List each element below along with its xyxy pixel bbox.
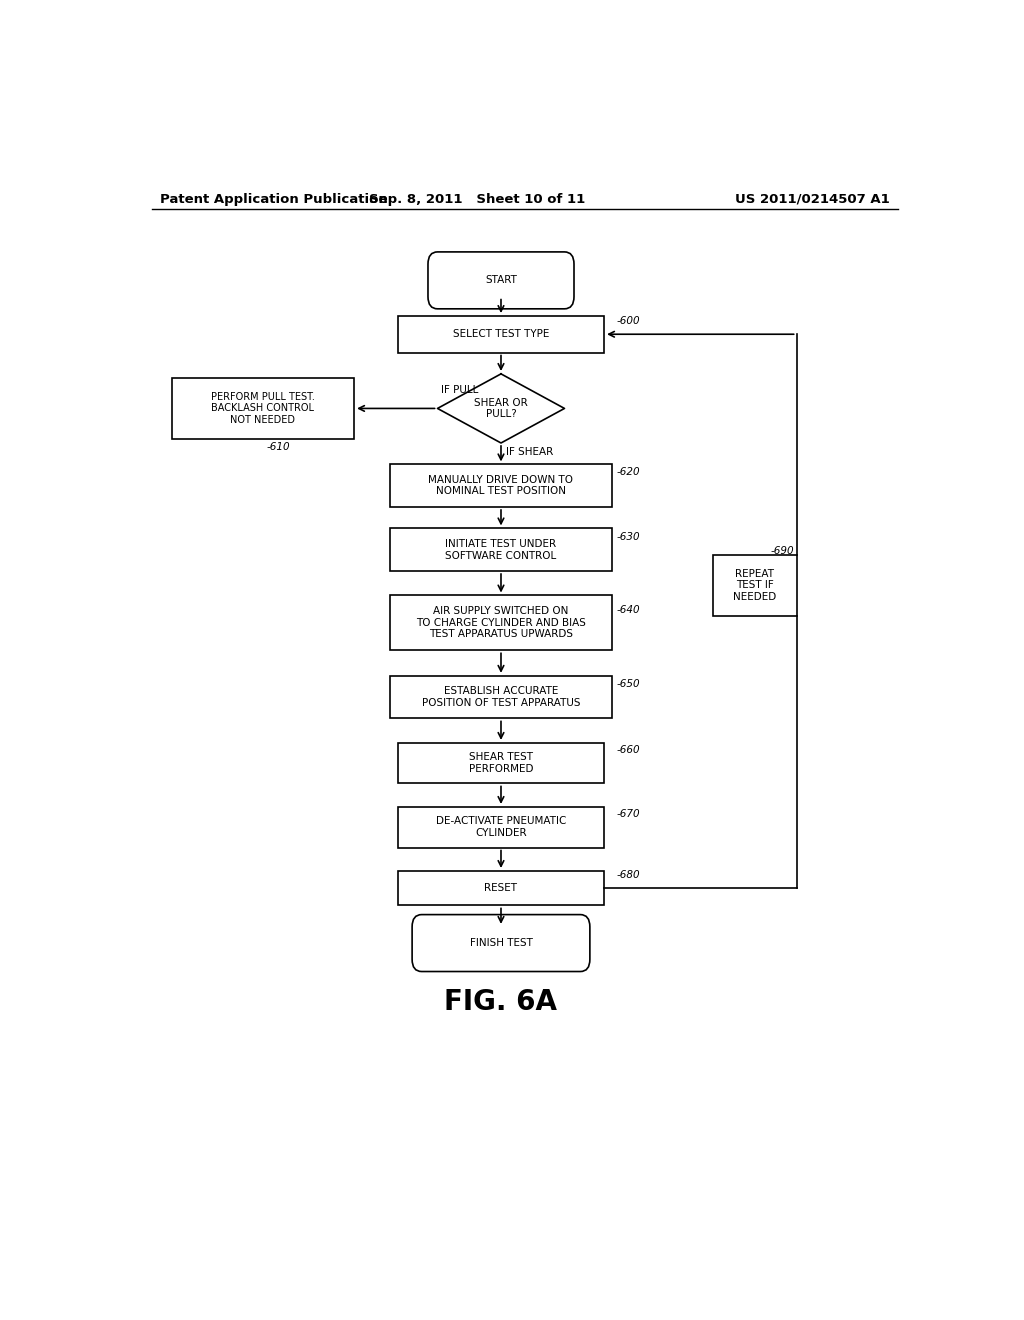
Text: INITIATE TEST UNDER
SOFTWARE CONTROL: INITIATE TEST UNDER SOFTWARE CONTROL	[445, 539, 557, 561]
Text: MANUALLY DRIVE DOWN TO
NOMINAL TEST POSITION: MANUALLY DRIVE DOWN TO NOMINAL TEST POSI…	[428, 475, 573, 496]
FancyBboxPatch shape	[397, 807, 604, 847]
Text: -680: -680	[616, 870, 640, 880]
Text: IF SHEAR: IF SHEAR	[506, 447, 553, 457]
Text: SELECT TEST TYPE: SELECT TEST TYPE	[453, 329, 549, 339]
Text: -640: -640	[616, 605, 640, 615]
FancyBboxPatch shape	[390, 595, 612, 651]
Text: Sep. 8, 2011   Sheet 10 of 11: Sep. 8, 2011 Sheet 10 of 11	[369, 193, 586, 206]
Text: US 2011/0214507 A1: US 2011/0214507 A1	[735, 193, 890, 206]
Text: -660: -660	[616, 744, 640, 755]
Text: REPEAT
TEST IF
NEEDED: REPEAT TEST IF NEEDED	[733, 569, 776, 602]
Text: Patent Application Publication: Patent Application Publication	[160, 193, 387, 206]
Polygon shape	[437, 374, 564, 444]
Text: FIG. 6A: FIG. 6A	[444, 987, 557, 1016]
Text: PERFORM PULL TEST.
BACKLASH CONTROL
NOT NEEDED: PERFORM PULL TEST. BACKLASH CONTROL NOT …	[211, 392, 314, 425]
FancyBboxPatch shape	[390, 528, 612, 572]
Text: FINISH TEST: FINISH TEST	[470, 939, 532, 948]
FancyBboxPatch shape	[397, 871, 604, 906]
Text: -610: -610	[267, 442, 291, 451]
FancyBboxPatch shape	[428, 252, 574, 309]
FancyBboxPatch shape	[390, 465, 612, 507]
Text: -670: -670	[616, 809, 640, 818]
FancyBboxPatch shape	[172, 378, 354, 440]
Text: -600: -600	[616, 315, 640, 326]
FancyBboxPatch shape	[397, 315, 604, 352]
FancyBboxPatch shape	[412, 915, 590, 972]
Text: START: START	[485, 276, 517, 285]
Text: -690: -690	[771, 545, 795, 556]
FancyBboxPatch shape	[397, 743, 604, 784]
FancyBboxPatch shape	[714, 554, 797, 616]
Text: -650: -650	[616, 678, 640, 689]
Text: DE-ACTIVATE PNEUMATIC
CYLINDER: DE-ACTIVATE PNEUMATIC CYLINDER	[436, 816, 566, 838]
FancyBboxPatch shape	[390, 676, 612, 718]
Text: RESET: RESET	[484, 883, 517, 894]
Text: SHEAR TEST
PERFORMED: SHEAR TEST PERFORMED	[469, 752, 534, 774]
Text: AIR SUPPLY SWITCHED ON
TO CHARGE CYLINDER AND BIAS
TEST APPARATUS UPWARDS: AIR SUPPLY SWITCHED ON TO CHARGE CYLINDE…	[416, 606, 586, 639]
Text: ESTABLISH ACCURATE
POSITION OF TEST APPARATUS: ESTABLISH ACCURATE POSITION OF TEST APPA…	[422, 686, 581, 708]
Text: IF PULL: IF PULL	[440, 385, 478, 395]
Text: SHEAR OR
PULL?: SHEAR OR PULL?	[474, 397, 527, 420]
Text: -630: -630	[616, 532, 640, 541]
Text: -620: -620	[616, 467, 640, 478]
